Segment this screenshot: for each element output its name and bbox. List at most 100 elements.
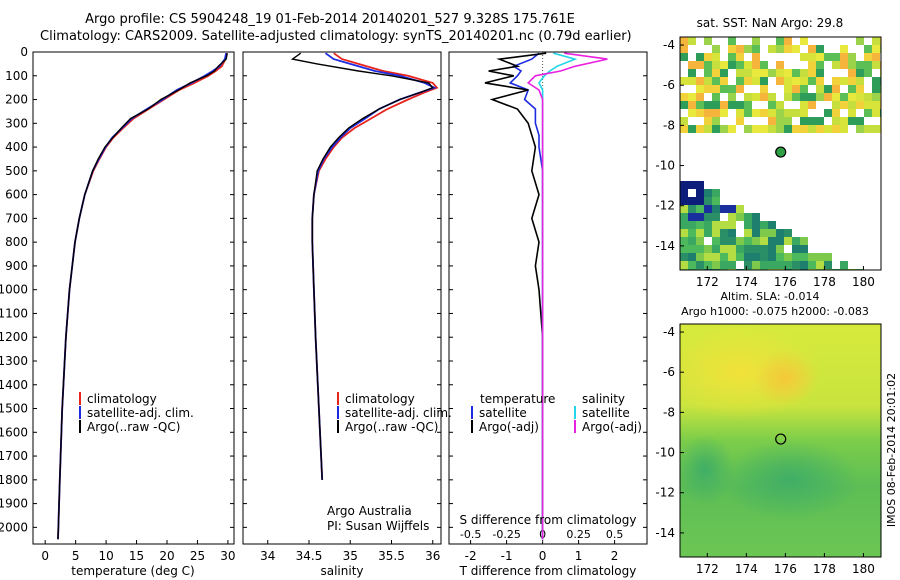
x-tick-label: 34.5: [296, 549, 323, 563]
sst-pixel: [840, 61, 848, 69]
sst-pixel: [712, 53, 720, 61]
sst-pixel: [680, 53, 688, 61]
sst-pixel: [800, 253, 808, 261]
sla-low-region-west: [680, 435, 735, 505]
sst-pixel: [792, 109, 800, 117]
sst-pixel: [688, 61, 696, 69]
x-tick-label: -2: [465, 549, 477, 563]
sst-pixel: [760, 221, 768, 229]
sst-pixel: [768, 221, 776, 229]
sst-pixel: [760, 69, 768, 77]
sst-pixel: [728, 101, 736, 109]
x-tick-label: -1: [501, 549, 513, 563]
difference-x-ticks: -2 -1 0 1 2-0.5 -0.25 0 0.25 0.5: [460, 528, 623, 563]
legend-label-climatology: climatology: [345, 392, 415, 406]
map-y-tick-label: -12: [655, 199, 675, 213]
map-x-tick-label: 178: [813, 562, 836, 576]
sst-pixel: [688, 77, 696, 85]
sst-pixel: [768, 69, 776, 77]
sst-pixel: [784, 229, 792, 237]
depth-tick-label: 200: [5, 93, 28, 107]
depth-tick-label: 1200: [0, 330, 28, 344]
legend-swatch-t-argo: [471, 420, 473, 433]
sst-pixel: [720, 125, 728, 133]
sla-map-title: Altim. SLA: -0.014: [720, 290, 819, 303]
salinity-legend: climatology satellite-adj. clim. Argo(..…: [337, 392, 452, 434]
legend-swatch-climatology: [337, 392, 339, 405]
sst-pixel: [720, 229, 728, 237]
sst-pixel: [728, 53, 736, 61]
depth-tick-label: 1300: [0, 354, 28, 368]
sst-pixel: [816, 53, 824, 61]
sst-pixel: [792, 125, 800, 133]
sst-pixel: [688, 221, 696, 229]
map-y-tick-label: -8: [663, 405, 675, 419]
sst-pixel: [800, 37, 808, 45]
sst-pixel: [736, 237, 744, 245]
sst-pixel: [712, 197, 720, 205]
sst-pixel: [784, 85, 792, 93]
sst-pixel: [792, 261, 800, 269]
sst-pixel: [712, 85, 720, 93]
map-x-tick-label: 172: [696, 275, 719, 289]
depth-tick-label: 400: [5, 140, 28, 154]
x-tick-label-top: 0.25: [566, 528, 591, 541]
sst-pixel: [784, 45, 792, 53]
depth-tick-label: 500: [5, 164, 28, 178]
x-tick-label: 35.5: [378, 549, 405, 563]
salinity-x-ticks: 34 34.5 35 35.5 36: [260, 540, 440, 563]
sst-pixel: [760, 229, 768, 237]
sst-pixel: [776, 261, 784, 269]
sst-pixel: [712, 229, 720, 237]
sst-pixel: [808, 77, 816, 85]
legend-swatch-satellite: [337, 406, 339, 419]
sst-pixel: [824, 125, 832, 133]
sst-pixel: [816, 125, 824, 133]
sst-pixel: [704, 205, 712, 213]
sst-pixel: [688, 229, 696, 237]
sst-pixel: [808, 93, 816, 101]
sst-pixel: [688, 109, 696, 117]
map-x-tick-label: 180: [852, 275, 875, 289]
sst-pixel: [736, 205, 744, 213]
sst-pixel: [680, 93, 688, 101]
sst-pixel: [872, 45, 880, 53]
sst-pixel: [744, 109, 752, 117]
sst-pixel: [840, 45, 848, 53]
sst-pixel: [704, 229, 712, 237]
argo-position-marker: [775, 146, 787, 158]
map-x-tick-label: 176: [774, 275, 797, 289]
sst-pixel: [800, 125, 808, 133]
sst-pixel: [800, 93, 808, 101]
sst-pixel: [752, 229, 760, 237]
sst-pixels: [680, 37, 881, 270]
sst-pixel: [744, 237, 752, 245]
sst-pixel: [800, 69, 808, 77]
depth-tick-label: 600: [5, 188, 28, 202]
sst-pixel: [696, 197, 704, 205]
sst-pixel: [760, 61, 768, 69]
sst-pixel: [752, 237, 760, 245]
sst-pixel: [680, 245, 688, 253]
sst-pixel: [760, 253, 768, 261]
sst-pixel: [696, 61, 704, 69]
sst-pixel: [784, 261, 792, 269]
sst-pixel: [704, 85, 712, 93]
map-y-tick-label: -8: [663, 118, 675, 132]
x-tick-label: 5: [72, 549, 80, 563]
sst-pixel: [736, 45, 744, 53]
sst-pixel: [792, 45, 800, 53]
sst-pixel: [856, 93, 864, 101]
sst-map-frame: [679, 36, 882, 271]
sst-pixel: [760, 245, 768, 253]
sst-pixel: [784, 69, 792, 77]
temperature-legend: climatology satellite-adj. clim. Argo(..…: [79, 392, 194, 434]
sst-pixel: [816, 93, 824, 101]
sst-pixel: [752, 109, 760, 117]
sst-pixel: [848, 93, 856, 101]
map-y-tick-label: -4: [663, 325, 675, 339]
argo-position-marker: [775, 433, 787, 445]
sst-pixel: [872, 125, 880, 133]
sst-pixel: [752, 53, 760, 61]
sst-pixel: [840, 117, 848, 125]
